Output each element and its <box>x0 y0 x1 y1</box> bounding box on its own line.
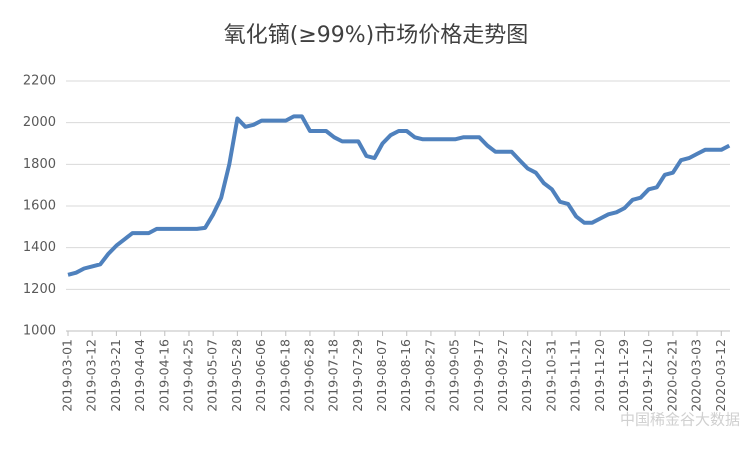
data-line <box>67 114 731 277</box>
x-tick-label: 2019-04-04 <box>132 339 147 412</box>
x-tick-label: 2019-11-29 <box>616 339 631 412</box>
y-tick-label: 1400 <box>23 240 56 255</box>
x-tick-label: 2019-10-31 <box>543 339 558 412</box>
x-tick-label: 2019-04-25 <box>180 339 195 412</box>
x-tick-label: 2019-06-06 <box>253 339 268 412</box>
x-tick-label: 2019-07-29 <box>350 339 365 412</box>
x-tick-label: 2019-06-28 <box>301 339 316 412</box>
x-tick-label: 2019-09-05 <box>447 339 462 412</box>
y-tick-label: 1200 <box>23 282 56 297</box>
watermark: 中国稀金谷大数据 <box>620 411 740 429</box>
x-tick-label: 2019-11-20 <box>592 339 607 412</box>
x-tick-label: 2019-09-17 <box>471 339 486 412</box>
y-tick-label: 1800 <box>23 157 56 172</box>
x-tick-label: 2020-02-21 <box>664 339 679 412</box>
x-tick-label: 2019-03-12 <box>84 339 99 412</box>
x-tick-label: 2019-08-16 <box>398 339 413 412</box>
x-tick-label: 2019-05-28 <box>229 339 244 412</box>
x-tick-label: 2020-03-03 <box>689 339 704 412</box>
x-tick-label: 2019-10-22 <box>519 339 534 412</box>
y-tick-label: 1600 <box>23 199 56 214</box>
x-tick-label: 2019-08-07 <box>374 339 389 412</box>
x-tick-label: 2019-09-27 <box>495 339 510 412</box>
y-tick-label: 2200 <box>23 74 56 89</box>
x-tick-label: 2019-12-10 <box>640 339 655 412</box>
x-tick-label: 2019-05-07 <box>205 339 220 412</box>
x-tick-label: 2019-08-27 <box>422 339 437 412</box>
x-tick-label: 2019-11-11 <box>568 339 583 412</box>
x-tick-label: 2019-03-01 <box>60 339 75 412</box>
x-tick-label: 2020-03-12 <box>713 339 728 412</box>
y-tick-label: 1000 <box>23 324 56 339</box>
x-tick-label: 2019-03-21 <box>108 339 123 412</box>
x-tick-label: 2019-04-16 <box>156 339 171 412</box>
y-tick-label: 2000 <box>23 115 56 130</box>
x-tick-label: 2019-06-18 <box>277 339 292 412</box>
x-tick-label: 2019-07-18 <box>326 339 341 412</box>
chart-title: 氧化镝(≥99%)市场价格走势图 <box>224 23 529 48</box>
